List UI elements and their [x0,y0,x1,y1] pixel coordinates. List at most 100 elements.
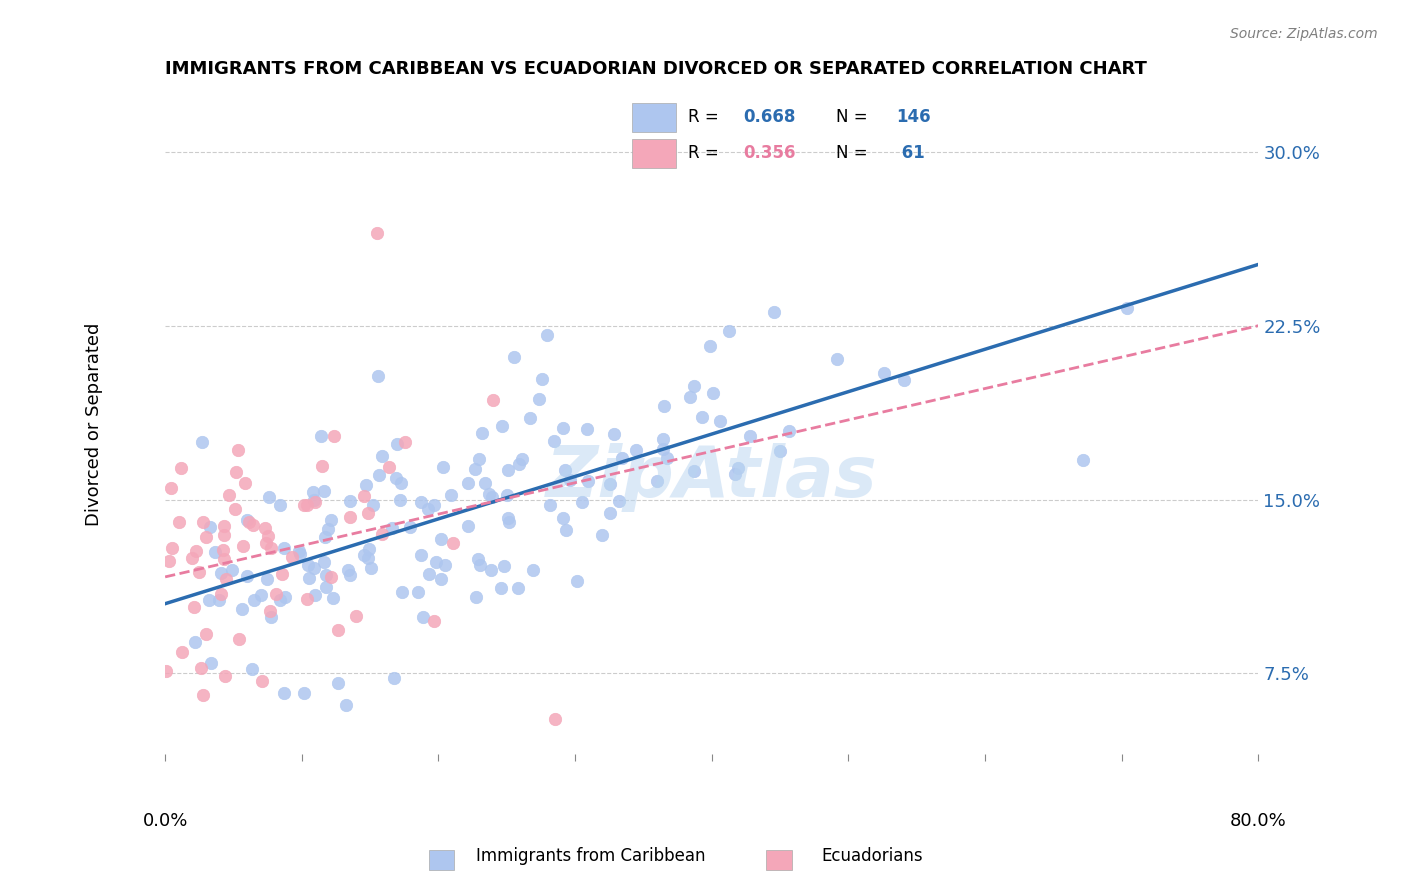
Point [274,591,297,605]
Point [315,567,337,582]
Point [612,451,634,466]
Point [423,498,446,512]
Point [361,498,384,512]
Point [543,434,565,448]
Point [425,555,447,569]
Point [591,527,613,541]
Point [170,461,193,475]
Point [367,369,389,384]
Text: 0.0%: 0.0% [142,812,188,830]
Point [353,489,375,503]
Point [238,516,260,530]
Point [321,570,343,584]
Point [232,539,254,553]
Point [266,587,288,601]
Point [360,560,382,574]
Point [273,541,295,556]
Point [207,592,229,607]
Point [304,588,326,602]
Point [271,566,294,581]
Point [215,572,238,586]
Point [512,451,534,466]
Point [709,414,731,428]
Point [699,339,721,353]
Point [260,610,283,624]
Point [530,372,553,386]
Point [292,498,315,512]
Point [224,501,246,516]
Point [740,429,762,443]
Point [281,549,304,564]
Point [242,593,264,607]
Point [295,592,318,607]
Point [551,511,574,525]
Point [157,554,180,568]
Point [183,599,205,614]
Point [418,566,440,581]
Point [194,627,217,641]
Point [311,458,333,473]
Point [200,656,222,670]
Point [184,634,207,648]
Point [478,487,501,501]
Point [354,478,377,492]
Point [411,549,433,563]
Point [287,543,309,558]
Point [441,536,464,550]
Point [357,550,380,565]
Point [228,632,250,646]
Point [302,561,325,575]
Point [652,399,675,413]
Point [481,491,503,505]
Point [184,544,207,558]
Point [193,688,215,702]
Point [418,501,440,516]
Point [231,602,253,616]
Text: ZipAtlas: ZipAtlas [546,442,877,512]
Point [682,379,704,393]
Point [769,444,792,458]
Point [655,450,678,465]
Point [679,390,702,404]
Point [724,467,747,482]
Point [190,825,212,839]
Point [468,558,491,573]
Point [389,493,412,508]
Point [825,351,848,366]
Point [298,571,321,585]
Point [337,563,360,577]
Point [370,449,392,463]
Point [491,419,513,434]
Point [412,610,434,624]
Point [212,519,235,533]
Point [292,686,315,700]
Text: 80.0%: 80.0% [1230,812,1286,830]
Point [522,563,544,577]
Point [304,495,326,509]
Point [432,459,454,474]
Point [344,609,367,624]
Point [527,392,550,406]
Point [321,514,343,528]
Point [652,442,675,456]
Point [269,498,291,512]
Point [506,581,529,595]
Point [366,227,388,241]
Point [519,410,541,425]
Point [302,485,325,500]
Point [645,475,668,489]
Point [212,543,235,558]
Point [558,473,581,487]
Point [536,327,558,342]
Point [440,488,463,502]
Point [250,588,273,602]
Point [242,518,264,533]
Point [309,429,332,443]
Point [603,427,626,442]
Text: Immigrants from Caribbean: Immigrants from Caribbean [475,847,706,865]
Text: Divorced or Separated: Divorced or Separated [84,323,103,526]
Point [326,623,349,637]
Point [398,519,420,533]
Point [212,552,235,566]
Point [394,435,416,450]
